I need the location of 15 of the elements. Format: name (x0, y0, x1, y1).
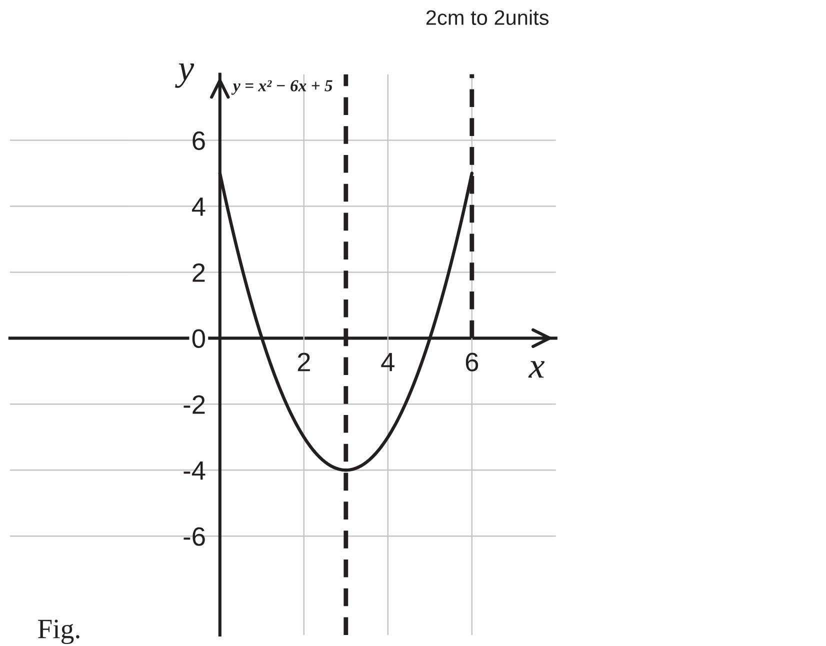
x-tick-label: 6 (466, 352, 478, 372)
y-axis-title: y (175, 63, 194, 88)
y-tick-label: 6 (192, 131, 205, 150)
y-tick-label: 4 (192, 198, 206, 216)
x-tick-label: 4 (381, 353, 394, 372)
y-tick-label: -4 (184, 462, 206, 480)
text: 2cm to 2units (426, 10, 549, 25)
x-tick-label: 2 (298, 352, 310, 372)
y-tick-label: -2 (184, 395, 205, 414)
chart-title: y = x² − 6x + 5 (231, 80, 332, 95)
y-tick-label: -6 (184, 527, 205, 546)
x-axis-title: x (528, 361, 545, 378)
y-tick-label: 2 (192, 263, 205, 282)
y-tick-label: 0 (192, 329, 205, 348)
annotation: Fig. (38, 620, 80, 644)
